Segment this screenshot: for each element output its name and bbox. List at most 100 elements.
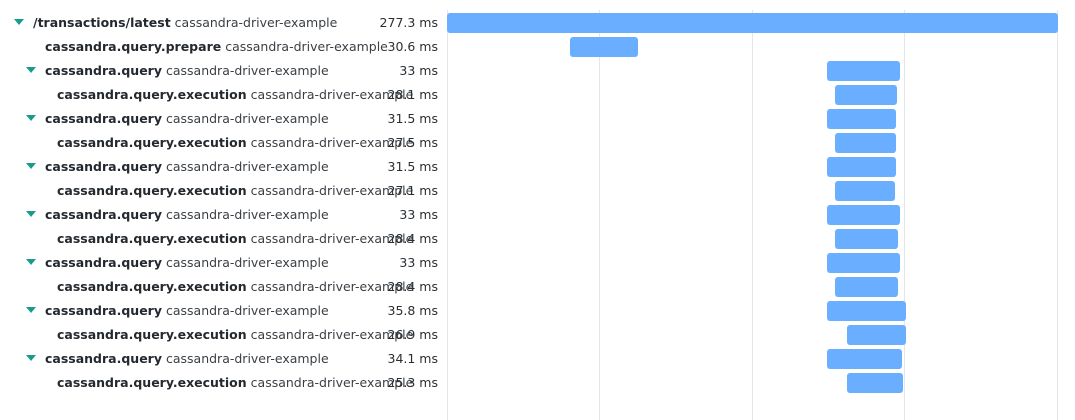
span-service-name: cassandra-driver-example <box>250 135 414 150</box>
span-service-name: cassandra-driver-example <box>250 87 414 102</box>
caret-down-icon[interactable] <box>26 307 36 313</box>
timeline-gridline <box>904 10 905 420</box>
span-label: cassandra.query.execution cassandra-driv… <box>57 326 413 343</box>
span-service-name: cassandra-driver-example <box>165 303 329 318</box>
span-operation-name: cassandra.query.execution <box>57 375 247 390</box>
span-label: cassandra.query cassandra-driver-example <box>45 302 329 319</box>
span-row[interactable]: cassandra.query.execution cassandra-driv… <box>0 131 1075 155</box>
span-row[interactable]: cassandra.query.execution cassandra-driv… <box>0 371 1075 395</box>
span-row[interactable]: cassandra.query cassandra-driver-example… <box>0 155 1075 179</box>
caret-down-icon[interactable] <box>26 259 36 265</box>
caret-down-icon[interactable] <box>26 67 36 73</box>
span-service-name: cassandra-driver-example <box>165 255 329 270</box>
span-bar[interactable] <box>827 205 900 225</box>
span-duration: 25.3 ms <box>387 375 439 390</box>
span-label: cassandra.query.execution cassandra-driv… <box>57 86 413 103</box>
span-row[interactable]: cassandra.query.execution cassandra-driv… <box>0 275 1075 299</box>
span-duration: 28.4 ms <box>387 231 439 246</box>
span-service-name: cassandra-driver-example <box>165 207 329 222</box>
span-duration: 33 ms <box>399 63 438 78</box>
span-row[interactable]: cassandra.query.execution cassandra-driv… <box>0 179 1075 203</box>
span-label: cassandra.query.execution cassandra-driv… <box>57 278 413 295</box>
span-duration: 27.1 ms <box>387 183 439 198</box>
span-bar[interactable] <box>835 181 895 201</box>
span-label: cassandra.query.execution cassandra-driv… <box>57 134 413 151</box>
timeline-gridline <box>1057 10 1058 420</box>
span-bar[interactable] <box>447 13 1058 33</box>
caret-down-icon[interactable] <box>14 19 24 25</box>
span-label: cassandra.query cassandra-driver-example <box>45 350 329 367</box>
span-operation-name: cassandra.query <box>45 351 162 366</box>
span-label: cassandra.query cassandra-driver-example <box>45 158 329 175</box>
span-label: cassandra.query cassandra-driver-example <box>45 206 329 223</box>
span-bar[interactable] <box>835 85 897 105</box>
span-service-name: cassandra-driver-example <box>250 279 414 294</box>
span-duration: 33 ms <box>399 255 438 270</box>
span-operation-name: cassandra.query <box>45 207 162 222</box>
span-row[interactable]: /transactions/latest cassandra-driver-ex… <box>0 11 1075 35</box>
span-bar[interactable] <box>846 325 907 345</box>
span-service-name: cassandra-driver-example <box>165 63 329 78</box>
span-row[interactable]: cassandra.query.execution cassandra-driv… <box>0 83 1075 107</box>
span-bar[interactable] <box>846 373 903 393</box>
span-operation-name: cassandra.query.execution <box>57 87 247 102</box>
span-service-name: cassandra-driver-example <box>250 327 414 342</box>
span-bar[interactable] <box>570 37 638 57</box>
span-bar[interactable] <box>827 349 903 369</box>
span-duration: 33 ms <box>399 207 438 222</box>
caret-down-icon[interactable] <box>26 163 36 169</box>
span-operation-name: cassandra.query.execution <box>57 231 247 246</box>
span-bar[interactable] <box>827 157 897 177</box>
span-service-name: cassandra-driver-example <box>165 111 329 126</box>
span-row[interactable]: cassandra.query cassandra-driver-example… <box>0 251 1075 275</box>
span-operation-name: cassandra.query <box>45 111 162 126</box>
span-duration: 31.5 ms <box>387 159 439 174</box>
span-row[interactable]: cassandra.query cassandra-driver-example… <box>0 203 1075 227</box>
span-operation-name: cassandra.query.execution <box>57 327 247 342</box>
span-duration: 34.1 ms <box>387 351 439 366</box>
timeline-gridline <box>447 10 448 420</box>
span-bar[interactable] <box>835 133 896 153</box>
span-label: cassandra.query cassandra-driver-example <box>45 110 329 127</box>
span-row[interactable]: cassandra.query cassandra-driver-example… <box>0 299 1075 323</box>
span-operation-name: cassandra.query <box>45 303 162 318</box>
span-service-name: cassandra-driver-example <box>174 15 338 30</box>
span-row[interactable]: cassandra.query cassandra-driver-example… <box>0 347 1075 371</box>
span-bar[interactable] <box>827 61 900 81</box>
span-operation-name: /transactions/latest <box>33 15 171 30</box>
span-operation-name: cassandra.query <box>45 63 162 78</box>
span-service-name: cassandra-driver-example <box>165 351 329 366</box>
span-bar[interactable] <box>835 229 898 249</box>
span-operation-name: cassandra.query.execution <box>57 279 247 294</box>
span-row[interactable]: cassandra.query.execution cassandra-driv… <box>0 227 1075 251</box>
caret-down-icon[interactable] <box>26 355 36 361</box>
span-duration: 277.3 ms <box>379 15 438 30</box>
caret-down-icon[interactable] <box>26 211 36 217</box>
span-service-name: cassandra-driver-example <box>165 159 329 174</box>
span-row[interactable]: cassandra.query cassandra-driver-example… <box>0 107 1075 131</box>
span-duration: 35.8 ms <box>387 303 439 318</box>
span-bar[interactable] <box>827 253 900 273</box>
span-label: cassandra.query.execution cassandra-driv… <box>57 230 413 247</box>
span-bar[interactable] <box>835 277 898 297</box>
span-duration: 27.5 ms <box>387 135 439 150</box>
span-row[interactable]: cassandra.query.execution cassandra-driv… <box>0 323 1075 347</box>
span-label: /transactions/latest cassandra-driver-ex… <box>33 14 337 31</box>
span-label: cassandra.query cassandra-driver-example <box>45 62 329 79</box>
span-row[interactable]: cassandra.query.prepare cassandra-driver… <box>0 35 1075 59</box>
span-service-name: cassandra-driver-example <box>250 231 414 246</box>
span-row[interactable]: cassandra.query cassandra-driver-example… <box>0 59 1075 83</box>
span-bar[interactable] <box>827 301 906 321</box>
span-duration: 31.5 ms <box>387 111 439 126</box>
span-operation-name: cassandra.query.execution <box>57 183 247 198</box>
span-operation-name: cassandra.query <box>45 159 162 174</box>
timeline-gridline <box>599 10 600 420</box>
timeline-gridline <box>752 10 753 420</box>
span-label: cassandra.query.execution cassandra-driv… <box>57 182 413 199</box>
caret-down-icon[interactable] <box>26 115 36 121</box>
span-service-name: cassandra-driver-example <box>250 375 414 390</box>
span-operation-name: cassandra.query.prepare <box>45 39 222 54</box>
span-bar[interactable] <box>827 109 897 129</box>
span-label: cassandra.query cassandra-driver-example <box>45 254 329 271</box>
